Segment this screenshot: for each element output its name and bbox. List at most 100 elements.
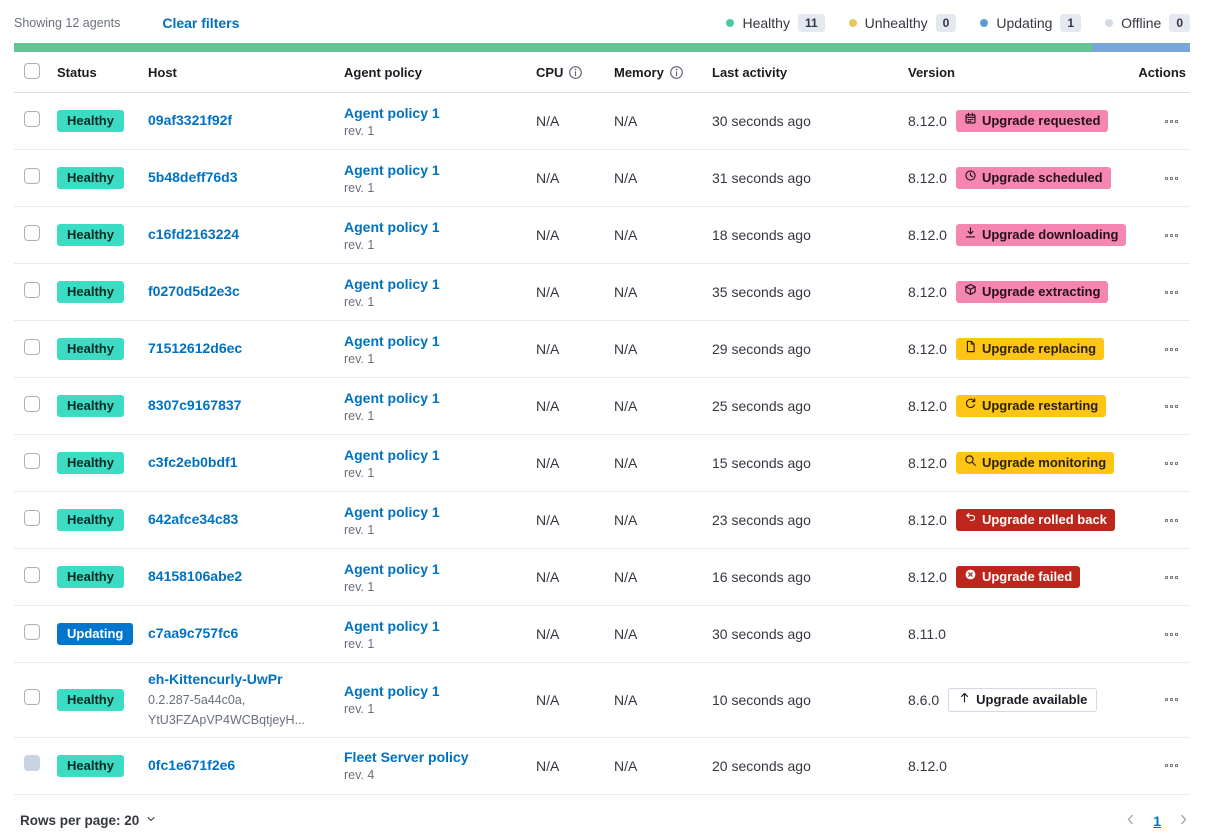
host-link[interactable]: f0270d5d2e3c bbox=[148, 283, 240, 299]
status-legend: Healthy 11 Unhealthy 0 Updating 1 Offlin… bbox=[726, 13, 1190, 33]
header-agent-policy: Agent policy bbox=[344, 64, 423, 80]
row-actions-button[interactable] bbox=[1161, 114, 1182, 129]
cpu-value: N/A bbox=[536, 757, 560, 774]
row-checkbox[interactable] bbox=[24, 338, 40, 355]
host-link[interactable]: c3fc2eb0bdf1 bbox=[148, 454, 238, 470]
table-row: Healthy 71512612d6ec Agent policy 1 rev.… bbox=[14, 321, 1190, 378]
row-actions-button[interactable] bbox=[1161, 758, 1182, 773]
previous-page-button[interactable] bbox=[1124, 813, 1137, 829]
memory-value: N/A bbox=[614, 757, 638, 774]
last-activity: 29 seconds ago bbox=[712, 341, 811, 357]
row-actions-button[interactable] bbox=[1161, 342, 1182, 357]
boxes-horizontal-icon bbox=[1165, 176, 1168, 180]
version-value: 8.12.0 bbox=[908, 227, 947, 243]
agent-policy-link[interactable]: Agent policy 1 bbox=[344, 275, 440, 292]
status-badge: Healthy bbox=[57, 754, 124, 777]
row-checkbox[interactable] bbox=[24, 509, 40, 526]
cpu-value: N/A bbox=[536, 341, 560, 357]
legend-count-badge: 11 bbox=[797, 13, 825, 33]
agent-policy-link[interactable]: Agent policy 1 bbox=[344, 389, 440, 406]
rows-per-page-button[interactable]: Rows per page: 20 bbox=[14, 812, 163, 829]
upgrade-status-badge: Upgrade rolled back bbox=[955, 508, 1115, 532]
info-icon[interactable] bbox=[568, 65, 583, 80]
row-actions-button[interactable] bbox=[1161, 228, 1182, 243]
status-badge: Healthy bbox=[57, 166, 124, 190]
legend-item: Healthy 11 bbox=[726, 13, 825, 33]
chevron-down-icon bbox=[145, 813, 157, 828]
agent-policy-link[interactable]: Agent policy 1 bbox=[344, 560, 440, 577]
memory-value: N/A bbox=[614, 626, 638, 642]
row-checkbox[interactable] bbox=[24, 452, 40, 469]
boxes-horizontal-icon bbox=[1165, 461, 1168, 465]
agent-policy-link[interactable]: Agent policy 1 bbox=[344, 161, 440, 178]
clear-filters-link[interactable]: Clear filters bbox=[162, 15, 240, 31]
host-link[interactable]: 71512612d6ec bbox=[148, 340, 243, 356]
agent-policy-link[interactable]: Agent policy 1 bbox=[344, 446, 440, 463]
host-link[interactable]: 0fc1e671f2e6 bbox=[148, 756, 236, 773]
host-link[interactable]: 8307c9167837 bbox=[148, 397, 242, 413]
agent-policy-link[interactable]: Agent policy 1 bbox=[344, 104, 440, 121]
status-badge: Healthy bbox=[57, 565, 124, 589]
row-checkbox[interactable] bbox=[24, 395, 40, 412]
row-checkbox[interactable] bbox=[24, 566, 40, 583]
table-footer: Rows per page: 20 1 bbox=[14, 807, 1190, 835]
row-actions-button[interactable] bbox=[1161, 570, 1182, 585]
select-all-checkbox[interactable] bbox=[24, 62, 40, 79]
version-value: 8.12.0 bbox=[908, 455, 947, 471]
host-link[interactable]: 84158106abe2 bbox=[148, 568, 243, 584]
version-value: 8.12.0 bbox=[908, 569, 947, 585]
status-bar-segment-healthy bbox=[14, 43, 1093, 52]
memory-value: N/A bbox=[614, 227, 638, 243]
host-link[interactable]: 5b48deff76d3 bbox=[148, 169, 238, 185]
row-checkbox[interactable] bbox=[24, 110, 40, 127]
agent-policy-link[interactable]: Agent policy 1 bbox=[344, 683, 440, 700]
boxes-horizontal-icon bbox=[1165, 119, 1168, 123]
agent-policy-link[interactable]: Agent policy 1 bbox=[344, 617, 440, 634]
boxes-horizontal-icon bbox=[1165, 518, 1168, 522]
policy-revision: rev. 1 bbox=[344, 465, 375, 480]
last-activity: 31 seconds ago bbox=[712, 170, 811, 186]
row-actions-button[interactable] bbox=[1161, 399, 1182, 414]
arrow-up-icon bbox=[958, 691, 971, 708]
row-actions-button[interactable] bbox=[1161, 456, 1182, 471]
calendar-icon bbox=[964, 112, 977, 129]
host-link[interactable]: c16fd2163224 bbox=[148, 226, 240, 242]
host-link[interactable]: 09af3321f92f bbox=[148, 112, 233, 128]
row-actions-button[interactable] bbox=[1161, 692, 1182, 707]
next-page-button[interactable] bbox=[1177, 813, 1190, 829]
cpu-value: N/A bbox=[536, 512, 560, 528]
page-number-1[interactable]: 1 bbox=[1153, 812, 1161, 829]
row-actions-button[interactable] bbox=[1161, 285, 1182, 300]
info-icon[interactable] bbox=[669, 65, 684, 80]
status-badge: Healthy bbox=[57, 223, 124, 247]
policy-revision: rev. 1 bbox=[344, 351, 375, 366]
row-actions-button[interactable] bbox=[1161, 627, 1182, 642]
agent-policy-link[interactable]: Agent policy 1 bbox=[344, 332, 440, 349]
host-link[interactable]: c7aa9c757fc6 bbox=[148, 625, 239, 641]
cpu-value: N/A bbox=[536, 691, 560, 708]
version-value: 8.12.0 bbox=[908, 757, 947, 774]
clock-icon bbox=[964, 169, 977, 186]
boxes-horizontal-icon bbox=[1165, 347, 1168, 351]
row-checkbox[interactable] bbox=[24, 167, 40, 184]
agent-policy-link[interactable]: Agent policy 1 bbox=[344, 503, 440, 520]
cpu-value: N/A bbox=[536, 170, 560, 186]
row-actions-button[interactable] bbox=[1161, 171, 1182, 186]
row-checkbox[interactable] bbox=[24, 224, 40, 241]
row-checkbox[interactable] bbox=[24, 281, 40, 298]
agent-policy-link[interactable]: Agent policy 1 bbox=[344, 218, 440, 235]
host-link[interactable]: eh-Kittencurly-UwPr bbox=[148, 671, 283, 687]
version-value: 8.12.0 bbox=[908, 512, 947, 528]
row-checkbox[interactable] bbox=[24, 689, 40, 706]
agent-policy-link[interactable]: Fleet Server policy bbox=[344, 749, 469, 766]
memory-value: N/A bbox=[614, 691, 638, 708]
row-checkbox[interactable] bbox=[24, 623, 40, 640]
host-link[interactable]: 642afce34c83 bbox=[148, 511, 239, 527]
error-icon bbox=[964, 568, 977, 585]
table-row: Healthy 09af3321f92f Agent policy 1 rev.… bbox=[14, 93, 1190, 150]
row-actions-button[interactable] bbox=[1161, 513, 1182, 528]
header-cpu: CPU bbox=[536, 65, 614, 80]
boxes-horizontal-icon bbox=[1165, 233, 1168, 237]
boxes-horizontal-icon bbox=[1165, 404, 1168, 408]
legend-label: Unhealthy bbox=[864, 14, 928, 31]
